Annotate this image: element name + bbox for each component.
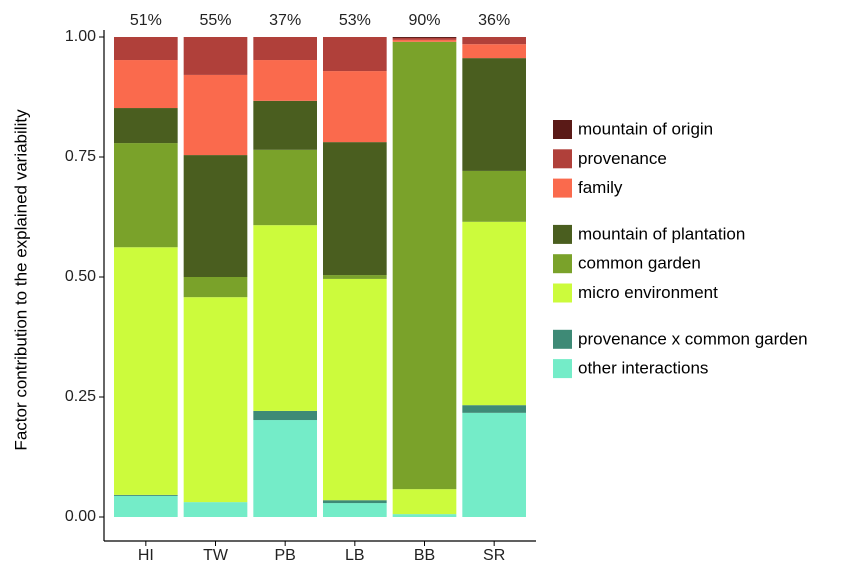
x-tick-label: BB [414,547,435,564]
x-tick-label: HI [138,547,154,564]
bar-segment [323,278,387,501]
bar-segment [392,41,457,490]
bar-segment [253,60,317,101]
bar-segment [462,221,526,406]
x-tick-label: PB [274,547,295,564]
bar-segment [253,410,317,421]
bar-segment [462,405,526,413]
bar-segment [462,58,526,171]
bar-segment [114,143,178,248]
legend-label: mountain of origin [578,119,713,138]
bar-segment [183,74,248,156]
bar-segment [323,275,387,279]
bar-segment [114,60,178,109]
y-tick-label: 0.50 [65,268,96,285]
bar-segment [462,44,526,59]
bar-total-label: 36% [478,12,510,29]
y-tick-label: 0.75 [65,148,96,165]
bar-segment [183,155,248,277]
legend-label: common garden [578,254,701,273]
bar-segment [462,170,526,222]
bar-segment [114,108,178,144]
legend-label: other interactions [578,359,708,378]
legend-label: provenance [578,149,667,168]
legend-label: family [578,178,623,197]
bar-segment [392,489,457,515]
legend-swatch [553,178,572,198]
bar-segment [323,37,387,72]
bar-segment [114,495,178,517]
legend-swatch [553,224,572,244]
bar-segment [462,412,526,517]
legend-swatch [553,359,572,379]
bar-segment [323,503,387,517]
x-tick-label: TW [203,547,229,564]
bar-segment [183,37,248,75]
bar-segment [323,142,387,276]
bar-segment [392,37,457,38]
bar-segment [114,247,178,495]
bar-total-label: 55% [199,12,231,29]
bar-total-label: 51% [130,12,162,29]
legend-label: micro environment [578,283,718,302]
bar-segment [183,297,248,503]
bar-segment [253,420,317,517]
bar-segment [253,225,317,411]
bar-segment [392,37,457,40]
y-tick-label: 0.25 [65,388,96,405]
bar-segment [253,37,317,61]
bar-total-label: 90% [408,12,440,29]
x-tick-label: SR [483,547,505,564]
legend-swatch [553,283,572,303]
bar-segment [323,500,387,504]
bar-segment [114,494,178,496]
bar-segment [462,37,526,45]
legend-swatch [553,120,572,139]
bar-total-label: 53% [339,12,371,29]
bar-segment [323,71,387,143]
bar-segment [183,502,248,517]
bar-segment [253,149,317,226]
y-tick-label: 0.00 [65,508,96,525]
bar-segment [392,39,457,42]
bar-segment [114,37,178,61]
y-axis-title: Factor contribution to the explained var… [11,109,30,451]
legend-swatch [553,149,572,169]
bar-total-label: 37% [269,12,301,29]
bar-segment [253,100,317,150]
legend-label: mountain of plantation [578,224,745,243]
bar-segment [183,277,248,298]
legend-label: provenance x common garden [578,329,808,348]
bar-segment [392,514,457,517]
x-tick-label: LB [345,547,365,564]
legend-swatch [553,329,572,349]
legend-swatch [553,254,572,274]
y-tick-label: 1.00 [65,28,96,45]
